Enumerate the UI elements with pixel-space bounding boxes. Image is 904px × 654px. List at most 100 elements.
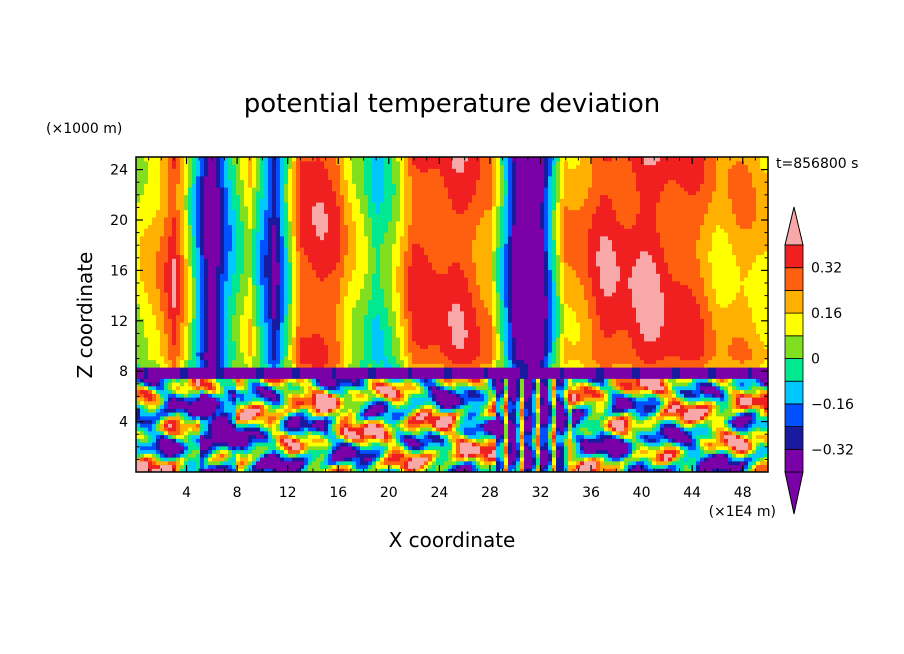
field-cell bbox=[176, 378, 181, 383]
field-cell bbox=[280, 352, 285, 357]
field-cell bbox=[220, 400, 225, 406]
field-cell bbox=[232, 419, 237, 424]
field-cell bbox=[224, 434, 229, 439]
field-cell bbox=[648, 393, 653, 398]
field-cell bbox=[592, 408, 597, 413]
field-cell bbox=[636, 415, 641, 421]
field-cell bbox=[716, 412, 721, 417]
field-cell bbox=[708, 464, 713, 469]
field-cell bbox=[528, 434, 533, 439]
field-cell bbox=[308, 363, 313, 368]
field-cell bbox=[212, 412, 217, 417]
field-cell bbox=[184, 460, 189, 466]
field-cell bbox=[744, 363, 749, 368]
field-cell bbox=[708, 355, 713, 361]
field-cell bbox=[152, 400, 157, 406]
field-cell bbox=[376, 415, 381, 421]
field-cell bbox=[752, 374, 757, 379]
field-cell bbox=[656, 438, 661, 443]
field-cell bbox=[340, 385, 345, 391]
field-cell bbox=[216, 412, 221, 417]
field-cell bbox=[152, 415, 157, 421]
field-cell bbox=[744, 374, 749, 379]
field-cell bbox=[184, 419, 189, 424]
field-cell bbox=[276, 445, 281, 451]
field-cell bbox=[724, 374, 729, 379]
field-cell bbox=[612, 449, 617, 454]
field-cell bbox=[308, 359, 313, 364]
field-cell bbox=[728, 442, 733, 447]
field-cell bbox=[152, 404, 157, 409]
field-cell bbox=[736, 449, 741, 454]
field-cell bbox=[764, 389, 768, 394]
field-cell bbox=[232, 412, 237, 417]
field-cell bbox=[288, 438, 293, 443]
field-cell bbox=[352, 393, 357, 398]
field-cell bbox=[212, 370, 217, 376]
field-cell bbox=[236, 445, 241, 451]
field-cell bbox=[288, 370, 293, 376]
field-cell bbox=[240, 445, 245, 451]
field-cell bbox=[680, 438, 685, 443]
field-cell bbox=[544, 430, 549, 436]
field-cell bbox=[336, 449, 341, 454]
field-cell bbox=[376, 460, 381, 466]
field-cell bbox=[264, 430, 269, 436]
field-cell bbox=[144, 363, 149, 368]
field-cell bbox=[476, 442, 481, 447]
field-cell bbox=[308, 423, 313, 428]
field-cell bbox=[300, 400, 305, 406]
field-cell bbox=[640, 370, 645, 376]
field-cell bbox=[512, 430, 517, 436]
field-cell bbox=[436, 359, 441, 364]
field-cell bbox=[276, 415, 281, 421]
field-cell bbox=[416, 367, 421, 372]
field-cell bbox=[516, 367, 521, 372]
field-cell bbox=[752, 419, 757, 424]
field-cell bbox=[712, 423, 717, 428]
field-cell bbox=[388, 378, 393, 383]
field-cell bbox=[676, 468, 681, 472]
field-cell bbox=[492, 352, 497, 357]
field-cell bbox=[736, 359, 741, 364]
field-cell bbox=[720, 460, 725, 466]
field-cell bbox=[516, 445, 521, 451]
field-cell bbox=[152, 434, 157, 439]
field-cell bbox=[556, 400, 561, 406]
field-cell bbox=[344, 352, 349, 357]
field-cell bbox=[392, 400, 397, 406]
field-cell bbox=[352, 445, 357, 451]
field-cell bbox=[368, 453, 373, 458]
field-cell bbox=[480, 464, 485, 469]
field-cell bbox=[272, 404, 277, 409]
field-cell bbox=[636, 423, 641, 428]
field-cell bbox=[152, 374, 157, 379]
field-cell bbox=[324, 453, 329, 458]
field-cell bbox=[440, 438, 445, 443]
field-cell bbox=[592, 427, 597, 432]
field-cell bbox=[236, 460, 241, 466]
field-cell bbox=[420, 427, 425, 432]
field-cell bbox=[704, 359, 709, 364]
field-cell bbox=[684, 412, 689, 417]
field-cell bbox=[508, 457, 513, 462]
field-cell bbox=[632, 374, 637, 379]
field-cell bbox=[200, 352, 205, 357]
field-cell bbox=[444, 363, 449, 368]
field-cell bbox=[204, 445, 209, 451]
field-cell bbox=[428, 427, 433, 432]
field-cell bbox=[140, 449, 145, 454]
field-cell bbox=[632, 408, 637, 413]
field-cell bbox=[636, 393, 641, 398]
field-cell bbox=[208, 423, 213, 428]
field-cell bbox=[200, 355, 205, 361]
field-cell bbox=[724, 419, 729, 424]
field-cell bbox=[736, 427, 741, 432]
field-cell bbox=[252, 370, 257, 376]
field-cell bbox=[364, 397, 369, 402]
field-cell bbox=[596, 393, 601, 398]
field-cell bbox=[544, 464, 549, 469]
field-cell bbox=[612, 355, 617, 361]
field-cell bbox=[532, 374, 537, 379]
field-cell bbox=[488, 415, 493, 421]
